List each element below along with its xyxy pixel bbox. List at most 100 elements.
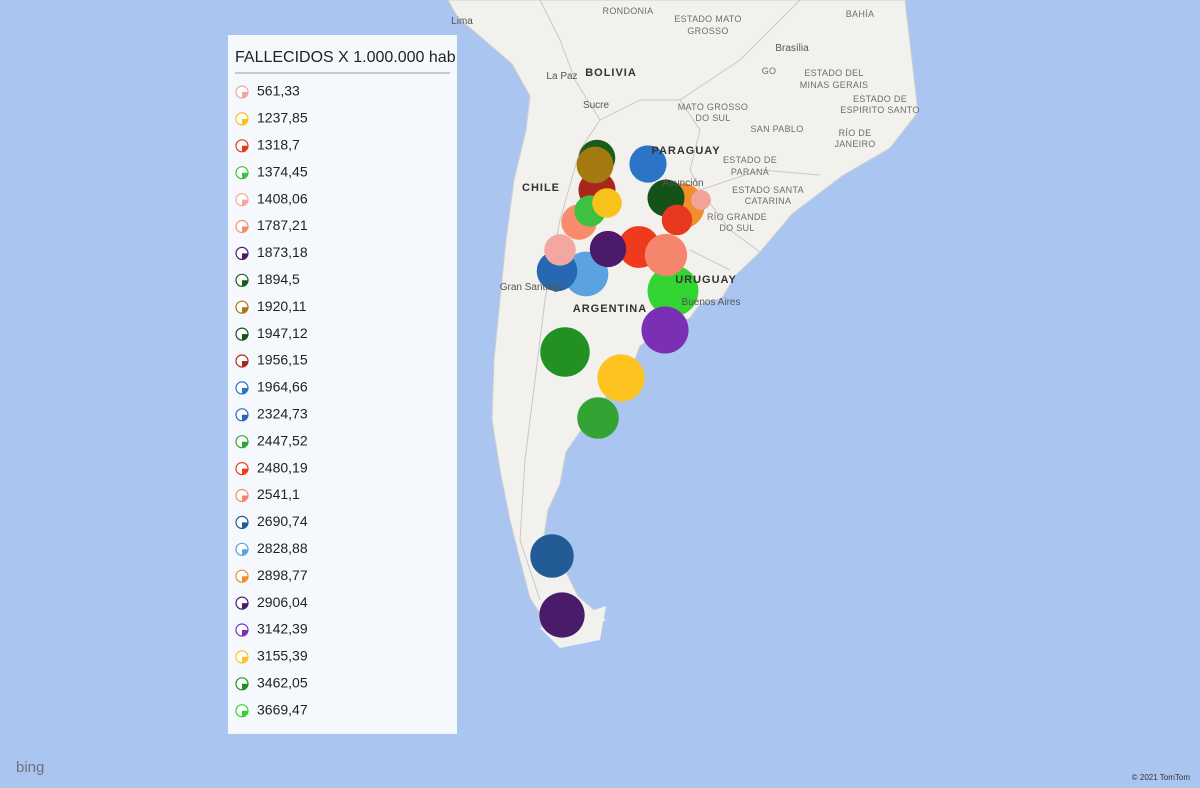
legend-icon-wedge (242, 307, 248, 314)
bubble (592, 188, 622, 218)
legend-icon-wedge (242, 630, 248, 636)
map-label: ESPIRITO SANTO (840, 105, 919, 115)
legend-label: 1920,11 (257, 298, 307, 314)
legend-label: 3462,05 (257, 675, 308, 691)
map-label: PARAGUAY (651, 145, 720, 157)
map-label: GROSSO (687, 26, 728, 36)
map-label: MATO GROSSO (678, 102, 748, 112)
legend-icon-wedge (242, 226, 248, 233)
legend-icon-wedge (242, 253, 248, 260)
legend-title: FALLECIDOS X 1.000.000 hab (235, 49, 456, 66)
bubble (597, 354, 645, 402)
legend-label: 3669,47 (257, 701, 308, 717)
map-label: Sucre (583, 100, 610, 111)
legend-label: 1318,7 (257, 137, 300, 153)
legend-icon-wedge (242, 387, 248, 394)
legend-icon-wedge (242, 280, 248, 287)
legend-label: 2906,04 (257, 594, 308, 610)
legend-icon-wedge (242, 199, 248, 206)
map-label: ESTADO DE (723, 155, 777, 165)
legend-label: 2898,77 (257, 567, 308, 583)
legend-label: 3142,39 (257, 621, 308, 637)
legend-label: 1947,12 (257, 325, 308, 341)
legend-label: 2690,74 (257, 513, 308, 529)
bubble (647, 265, 699, 317)
legend-icon-wedge (242, 522, 248, 529)
map-label: DO SUL (695, 113, 730, 123)
map-label: RÍO GRANDE (707, 212, 767, 222)
bubble (576, 146, 614, 184)
borders (519, 0, 821, 601)
bing-logo: bing (16, 759, 44, 776)
legend-icon-wedge (242, 468, 248, 475)
bubble (589, 230, 627, 268)
legend-icon-wedge (242, 441, 248, 448)
bubble (691, 190, 711, 210)
map-label: BAHÍA (846, 9, 875, 19)
legend-icon-wedge (242, 656, 248, 663)
map-label: ESTADO MATO (674, 14, 741, 24)
legend-label: 1787,21 (257, 217, 308, 233)
legend-icon-wedge (242, 334, 248, 341)
map-label: ARGENTINA (573, 303, 647, 315)
legend-label: 1964,66 (257, 379, 308, 395)
map-label: ESTADO DE (853, 94, 907, 104)
map-label: ESTADO DEL (804, 68, 863, 78)
bubble (641, 306, 689, 354)
map-label: BOLIVIA (585, 67, 637, 79)
legend-label: 2447,52 (257, 432, 308, 448)
map-label: La Paz (546, 71, 577, 82)
legend-label: 1374,45 (257, 163, 308, 179)
bubble (577, 397, 619, 439)
legend-icon-wedge (242, 118, 248, 125)
legend-icon-wedge (242, 710, 248, 717)
bubble (629, 145, 667, 183)
map-label: DO SUL (719, 223, 754, 233)
map-label: CHILE (522, 182, 560, 194)
map-label: PARANÁ (731, 167, 769, 177)
legend-label: 1956,15 (257, 352, 308, 368)
map-label: RONDONIA (603, 6, 654, 16)
bubbles (530, 139, 711, 638)
legend-panel (228, 35, 457, 734)
legend-label: 2480,19 (257, 459, 308, 475)
map-label: MINAS GERAIS (800, 80, 869, 90)
legend-label: 1873,18 (257, 244, 308, 260)
legend-label: 2324,73 (257, 406, 308, 422)
legend-icon-wedge (242, 576, 248, 583)
legend-icon-wedge (242, 414, 248, 421)
bubble (661, 204, 693, 236)
map-label: Buenos Aires (682, 297, 741, 308)
legend-icon-wedge (242, 683, 248, 690)
legend-label: 1408,06 (257, 190, 308, 206)
legend-icon-wedge (242, 495, 248, 502)
bubble (539, 592, 585, 638)
map-label: Asunción (662, 178, 703, 189)
map-label: GO (762, 66, 777, 76)
legend-icon-wedge (242, 172, 248, 179)
map-label: CATARINA (745, 196, 792, 206)
map-label: SAN PABLO (750, 124, 803, 134)
bubble (530, 534, 574, 578)
legend-icon-wedge (242, 361, 248, 367)
copyright: © 2021 TomTom (1132, 773, 1191, 782)
legend-label: 2828,88 (257, 540, 308, 556)
map-label: URUGUAY (675, 274, 737, 286)
bubble (540, 327, 590, 377)
legend-icon-wedge (242, 145, 248, 152)
legend-label: 561,33 (257, 83, 300, 99)
legend-icon-wedge (242, 549, 248, 556)
legend-label: 1894,5 (257, 271, 300, 287)
map-label: Brasília (775, 43, 809, 54)
legend-label: 2541,1 (257, 486, 300, 502)
map-label: RÍO DE (839, 128, 872, 138)
legend-icon-wedge (242, 603, 248, 610)
map-label: Gran Santiago (500, 282, 565, 293)
legend-icon-wedge (242, 92, 248, 98)
map-label: Lima (451, 16, 473, 27)
bubble (644, 233, 688, 277)
legend-label: 3155,39 (257, 648, 308, 664)
map-label: JANEIRO (834, 139, 875, 149)
map-label: ESTADO SANTA (732, 185, 804, 195)
